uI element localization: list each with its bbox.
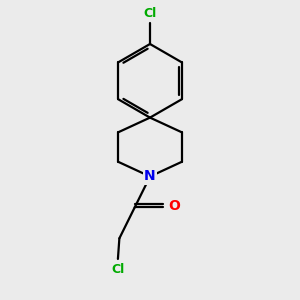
Text: Cl: Cl — [143, 7, 157, 20]
Text: N: N — [144, 169, 156, 184]
Text: O: O — [169, 199, 180, 213]
Text: Cl: Cl — [111, 263, 124, 276]
